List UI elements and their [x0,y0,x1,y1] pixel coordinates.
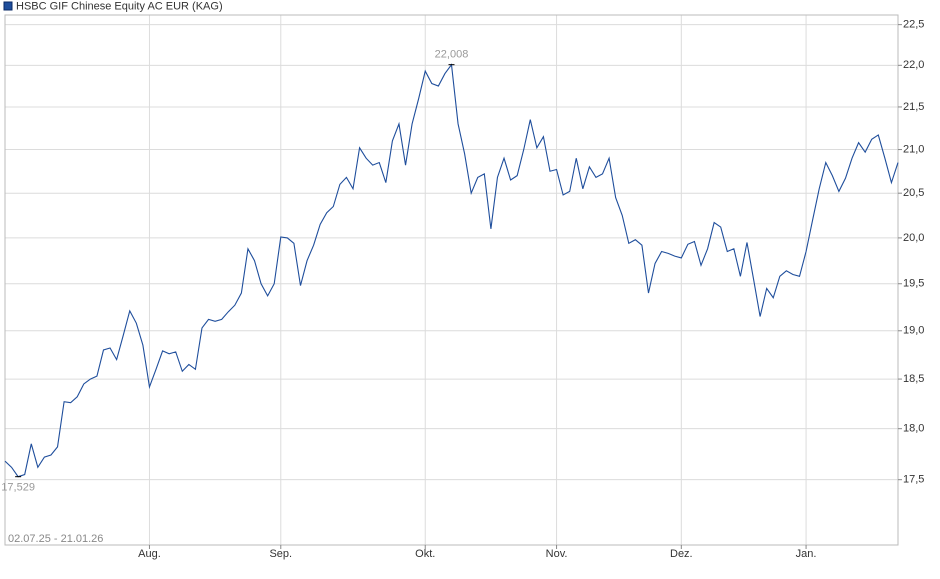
y-tick-label: 17,5 [903,474,924,486]
x-tick-label: Okt. [415,548,435,560]
legend-swatch [3,1,13,11]
y-tick-label: 18,0 [903,423,924,435]
y-tick-label: 20,0 [903,232,924,244]
legend-label: HSBC GIF Chinese Equity AC EUR (KAG) [16,0,223,12]
x-tick-label: Jan. [796,548,817,560]
period-label: 02.07.25 - 21.01.26 [8,533,103,545]
y-tick-label: 22,5 [903,19,924,31]
x-tick-label: Sep. [269,548,292,560]
annotation-label: 17,529 [1,482,35,494]
y-tick-label: 22,0 [903,59,924,71]
price-line [4,63,899,478]
x-tick-label: Nov. [546,548,568,560]
annotation-label: 22,008 [435,49,469,61]
y-tick-label: 19,0 [903,325,924,337]
plot-frame [4,14,899,546]
y-tick-label: 21,0 [903,143,924,155]
x-tick-label: Dez. [670,548,693,560]
x-tick-label: Aug. [138,548,161,560]
y-tick-label: 19,5 [903,278,924,290]
y-tick-label: 21,5 [903,101,924,113]
y-tick-label: 18,5 [903,373,924,385]
y-tick-label: 20,5 [903,187,924,199]
